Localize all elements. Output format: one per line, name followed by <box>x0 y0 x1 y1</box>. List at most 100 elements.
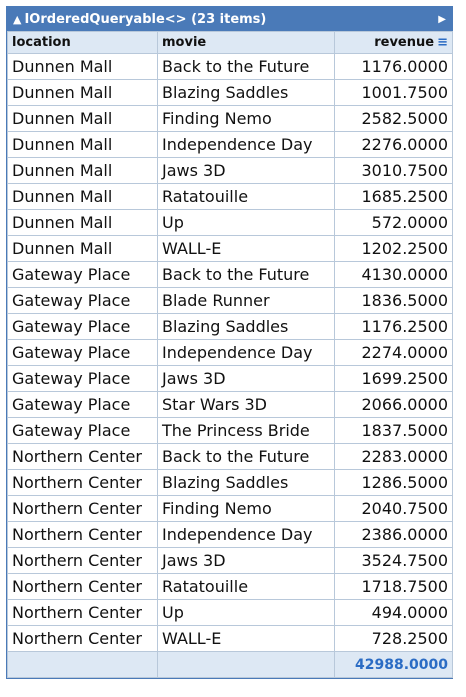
header-row: location movie revenue ≡ <box>7 31 453 54</box>
location-cell: Dunnen Mall <box>7 79 158 106</box>
revenue-cell: 2386.0000 <box>334 521 453 548</box>
table-row: Gateway Place The Princess Bride 1837.5000 <box>7 417 453 444</box>
table-row: Gateway Place Star Wars 3D 2066.0000 <box>7 391 453 418</box>
location-cell: Gateway Place <box>7 313 158 340</box>
location-cell: Northern Center <box>7 599 158 626</box>
location-cell: Dunnen Mall <box>7 53 158 80</box>
table-row: Gateway Place Blade Runner 1836.5000 <box>7 287 453 314</box>
movie-cell: Blade Runner <box>157 287 335 314</box>
movie-cell: The Princess Bride <box>157 417 335 444</box>
location-cell: Dunnen Mall <box>7 209 158 236</box>
movie-cell: Ratatouille <box>157 183 335 210</box>
grid-title: IOrderedQueryable<> (23 items) <box>24 11 267 27</box>
revenue-cell: 1718.7500 <box>334 573 453 600</box>
column-header-label: location <box>12 35 71 50</box>
revenue-cell: 1176.2500 <box>334 313 453 340</box>
column-header-revenue[interactable]: revenue ≡ <box>334 31 453 54</box>
revenue-cell: 1176.0000 <box>334 53 453 80</box>
table-row: Gateway Place Independence Day 2274.0000 <box>7 339 453 366</box>
revenue-cell: 572.0000 <box>334 209 453 236</box>
movie-cell: Back to the Future <box>157 261 335 288</box>
table-body: Dunnen Mall Back to the Future 1176.0000 Du… <box>7 53 453 652</box>
revenue-cell: 2582.5000 <box>334 105 453 132</box>
total-cell-empty <box>7 651 158 678</box>
revenue-cell: 1202.2500 <box>334 235 453 262</box>
location-cell: Gateway Place <box>7 417 158 444</box>
revenue-cell: 728.2500 <box>334 625 453 652</box>
revenue-cell: 2066.0000 <box>334 391 453 418</box>
location-cell: Northern Center <box>7 443 158 470</box>
table-row: Northern Center Finding Nemo 2040.7500 <box>7 495 453 522</box>
table-row: Gateway Place Jaws 3D 1699.2500 <box>7 365 453 392</box>
revenue-cell: 1836.5000 <box>334 287 453 314</box>
movie-cell: Finding Nemo <box>157 495 335 522</box>
column-menu-icon[interactable]: ≡ <box>437 35 448 50</box>
revenue-total: 42988.0000 <box>334 651 453 678</box>
movie-cell: Independence Day <box>157 339 335 366</box>
location-cell: Gateway Place <box>7 365 158 392</box>
table-row: Northern Center Independence Day 2386.0000 <box>7 521 453 548</box>
movie-cell: Finding Nemo <box>157 105 335 132</box>
movie-cell: Blazing Saddles <box>157 469 335 496</box>
location-cell: Dunnen Mall <box>7 157 158 184</box>
movie-cell: Up <box>157 209 335 236</box>
location-cell: Gateway Place <box>7 261 158 288</box>
movie-cell: WALL-E <box>157 235 335 262</box>
table-row: Dunnen Mall Blazing Saddles 1001.7500 <box>7 79 453 106</box>
revenue-cell: 1837.5000 <box>334 417 453 444</box>
movie-cell: Jaws 3D <box>157 547 335 574</box>
location-cell: Northern Center <box>7 495 158 522</box>
column-header-location[interactable]: location <box>7 31 158 54</box>
table-row: Gateway Place Blazing Saddles 1176.2500 <box>7 313 453 340</box>
table-row: Dunnen Mall Finding Nemo 2582.5000 <box>7 105 453 132</box>
location-cell: Gateway Place <box>7 391 158 418</box>
revenue-cell: 2276.0000 <box>334 131 453 158</box>
column-header-label: movie <box>162 35 207 50</box>
movie-cell: Jaws 3D <box>157 157 335 184</box>
table-row: Northern Center Back to the Future 2283.00… <box>7 443 453 470</box>
movie-cell: Blazing Saddles <box>157 79 335 106</box>
movie-cell: WALL-E <box>157 625 335 652</box>
location-cell: Dunnen Mall <box>7 131 158 158</box>
revenue-cell: 1685.2500 <box>334 183 453 210</box>
movie-cell: Back to the Future <box>157 53 335 80</box>
movie-cell: Up <box>157 599 335 626</box>
movie-cell: Independence Day <box>157 131 335 158</box>
table-row: Dunnen Mall Independence Day 2276.0000 <box>7 131 453 158</box>
column-header-movie[interactable]: movie <box>157 31 335 54</box>
revenue-cell: 2040.7500 <box>334 495 453 522</box>
table-row: Dunnen Mall Back to the Future 1176.0000 <box>7 53 453 80</box>
location-cell: Gateway Place <box>7 287 158 314</box>
movie-cell: Ratatouille <box>157 573 335 600</box>
table-row: Dunnen Mall WALL-E 1202.2500 <box>7 235 453 262</box>
table-row: Northern Center Ratatouille 1718.7500 <box>7 573 453 600</box>
revenue-cell: 1699.2500 <box>334 365 453 392</box>
table-row: Dunnen Mall Up 572.0000 <box>7 209 453 236</box>
table-row: Northern Center Jaws 3D 3524.7500 <box>7 547 453 574</box>
location-cell: Dunnen Mall <box>7 235 158 262</box>
revenue-cell: 4130.0000 <box>334 261 453 288</box>
movie-cell: Independence Day <box>157 521 335 548</box>
table-row: Northern Center Blazing Saddles 1286.5000 <box>7 469 453 496</box>
movie-cell: Back to the Future <box>157 443 335 470</box>
table-row: Dunnen Mall Ratatouille 1685.2500 <box>7 183 453 210</box>
table-row: Dunnen Mall Jaws 3D 3010.7500 <box>7 157 453 184</box>
total-cell-empty <box>157 651 335 678</box>
movie-cell: Star Wars 3D <box>157 391 335 418</box>
triangle-up-icon[interactable]: ▲ <box>13 12 22 26</box>
table-row: Northern Center Up 494.0000 <box>7 599 453 626</box>
revenue-cell: 3524.7500 <box>334 547 453 574</box>
location-cell: Dunnen Mall <box>7 183 158 210</box>
grid-title-bar[interactable]: ▲ IOrderedQueryable<> (23 items) ▶ <box>7 7 452 31</box>
revenue-cell: 2283.0000 <box>334 443 453 470</box>
triangle-right-icon[interactable]: ▶ <box>438 13 446 25</box>
revenue-cell: 3010.7500 <box>334 157 453 184</box>
location-cell: Northern Center <box>7 469 158 496</box>
table-row: Gateway Place Back to the Future 4130.0000 <box>7 261 453 288</box>
location-cell: Northern Center <box>7 573 158 600</box>
table-row: Northern Center WALL-E 728.2500 <box>7 625 453 652</box>
revenue-cell: 1001.7500 <box>334 79 453 106</box>
result-table: location movie revenue ≡ Dunnen Mall Back … <box>7 31 453 678</box>
movie-cell: Blazing Saddles <box>157 313 335 340</box>
location-cell: Dunnen Mall <box>7 105 158 132</box>
